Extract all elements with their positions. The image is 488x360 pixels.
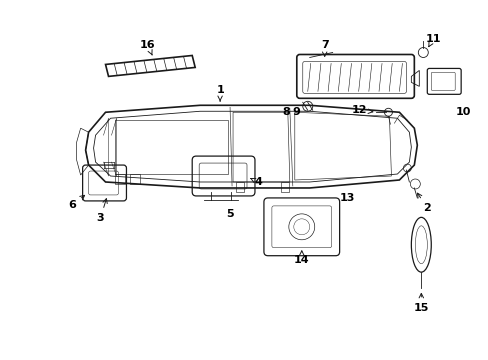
Text: 3: 3 <box>97 199 107 223</box>
Text: 13: 13 <box>339 193 355 203</box>
Text: 15: 15 <box>413 293 428 312</box>
Text: 6: 6 <box>69 195 84 210</box>
Text: 14: 14 <box>293 251 309 265</box>
Text: 7: 7 <box>320 40 328 57</box>
Text: 10: 10 <box>454 107 470 117</box>
Text: 12: 12 <box>351 105 372 115</box>
Text: 8: 8 <box>282 107 289 117</box>
Text: 1: 1 <box>216 85 224 101</box>
Text: 2: 2 <box>417 193 430 213</box>
Text: 9: 9 <box>292 107 300 117</box>
Text: 5: 5 <box>226 209 233 219</box>
Text: 16: 16 <box>139 40 155 55</box>
Text: 11: 11 <box>425 33 440 47</box>
Text: 4: 4 <box>250 177 262 187</box>
